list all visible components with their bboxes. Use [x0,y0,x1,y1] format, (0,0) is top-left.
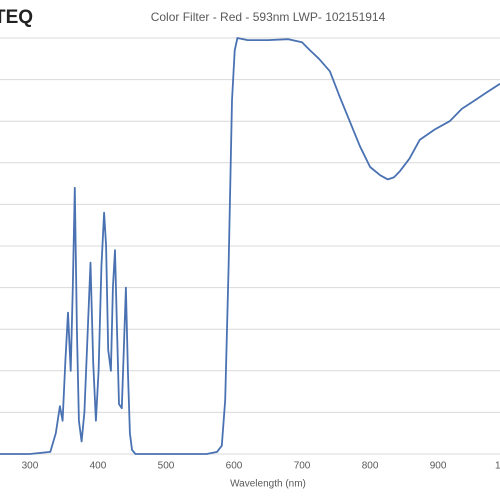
data-line [0,37,500,455]
logo: TEQ [0,7,33,28]
chart-title: Color Filter - Red - 593nm LWP- 10215191… [151,10,386,24]
x-tick-label: 400 [90,461,107,472]
x-tick-label: 1000 [495,461,500,472]
x-axis-title: Wavelength (nm) [230,479,306,490]
x-tick-label: 700 [294,461,311,472]
x-tick-label: 500 [158,461,175,472]
x-tick-label: 300 [22,461,39,472]
x-tick-label: 800 [362,461,379,472]
x-tick-label: 600 [226,461,243,472]
x-tick-label: 900 [430,461,447,472]
